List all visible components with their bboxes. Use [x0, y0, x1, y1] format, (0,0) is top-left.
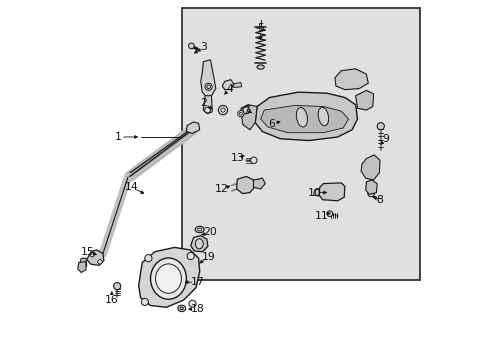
Text: 18: 18 [190, 304, 203, 314]
Circle shape [188, 43, 194, 49]
Text: 14: 14 [124, 182, 138, 192]
Circle shape [141, 298, 148, 306]
FancyBboxPatch shape [182, 8, 419, 280]
Circle shape [113, 283, 121, 290]
Polygon shape [334, 69, 367, 90]
Circle shape [187, 252, 194, 260]
Polygon shape [365, 180, 376, 194]
Polygon shape [86, 250, 104, 265]
Polygon shape [139, 247, 199, 307]
Text: 4: 4 [226, 84, 233, 94]
Text: 9: 9 [382, 134, 389, 144]
Polygon shape [360, 155, 379, 180]
Polygon shape [186, 122, 199, 134]
Text: 5: 5 [257, 23, 264, 33]
Circle shape [188, 300, 196, 307]
Text: 17: 17 [190, 277, 203, 287]
Text: 3: 3 [200, 42, 206, 52]
Polygon shape [319, 183, 344, 201]
Text: 19: 19 [202, 252, 215, 262]
Ellipse shape [296, 108, 307, 127]
Ellipse shape [257, 65, 264, 69]
Text: 12: 12 [214, 184, 227, 194]
Polygon shape [80, 258, 86, 268]
Ellipse shape [318, 107, 328, 126]
Polygon shape [201, 60, 215, 98]
Ellipse shape [178, 305, 185, 312]
Polygon shape [253, 178, 265, 189]
Text: 8: 8 [376, 195, 383, 205]
Circle shape [218, 105, 227, 115]
Text: 2: 2 [200, 98, 206, 108]
Ellipse shape [195, 226, 203, 233]
Polygon shape [129, 128, 192, 173]
Polygon shape [260, 105, 348, 133]
Circle shape [237, 111, 244, 117]
Polygon shape [242, 107, 249, 114]
Polygon shape [203, 96, 212, 114]
Polygon shape [190, 235, 207, 252]
Circle shape [376, 123, 384, 130]
Text: 10: 10 [307, 188, 321, 198]
Text: 13: 13 [230, 153, 244, 163]
Polygon shape [355, 90, 373, 110]
Ellipse shape [195, 239, 203, 249]
Polygon shape [241, 105, 257, 130]
Polygon shape [78, 262, 86, 273]
Text: 16: 16 [105, 295, 119, 305]
Text: 1: 1 [115, 132, 122, 142]
Polygon shape [236, 176, 254, 194]
Circle shape [90, 252, 94, 257]
Polygon shape [222, 80, 233, 90]
Text: 15: 15 [81, 247, 95, 257]
Text: 7: 7 [243, 105, 249, 115]
Text: 20: 20 [203, 227, 217, 237]
Circle shape [98, 260, 102, 264]
Circle shape [204, 83, 212, 90]
Text: 11: 11 [314, 211, 328, 221]
Text: 6: 6 [267, 120, 274, 129]
Circle shape [204, 107, 210, 113]
Circle shape [326, 211, 332, 217]
Ellipse shape [197, 228, 202, 231]
Circle shape [144, 255, 152, 262]
Polygon shape [233, 82, 241, 87]
Circle shape [367, 190, 373, 197]
Ellipse shape [150, 258, 186, 299]
Ellipse shape [155, 264, 181, 293]
Polygon shape [313, 189, 319, 196]
Circle shape [250, 157, 257, 163]
Polygon shape [255, 92, 357, 140]
